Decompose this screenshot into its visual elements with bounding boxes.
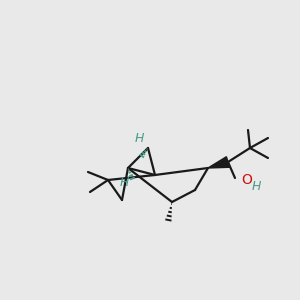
Text: H: H — [252, 179, 261, 193]
Text: H: H — [134, 133, 144, 146]
Text: O: O — [241, 173, 252, 187]
Polygon shape — [208, 157, 230, 168]
Text: H: H — [119, 176, 129, 188]
